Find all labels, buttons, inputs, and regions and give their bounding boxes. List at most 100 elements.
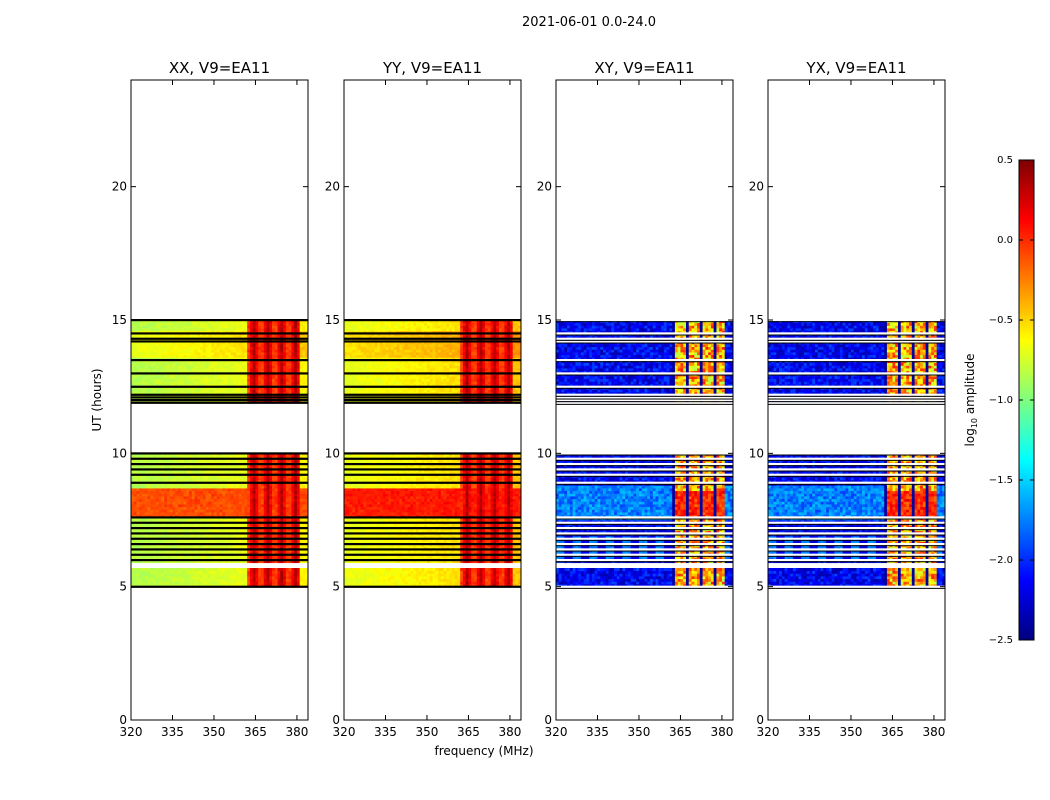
heat-cell [255, 557, 259, 561]
heat-cell [288, 506, 292, 510]
heat-cell [294, 496, 298, 500]
heat-cell [294, 378, 298, 382]
heat-cell [197, 525, 201, 529]
heat-cell [175, 546, 179, 550]
heat-cell [175, 549, 179, 553]
heat-cell [200, 381, 204, 385]
heat-cell [247, 322, 251, 326]
heat-cell [277, 570, 281, 574]
heat-cell [183, 477, 187, 481]
heat-cell [131, 584, 135, 588]
heat-cell [219, 525, 223, 529]
heat-cell [305, 488, 309, 492]
heat-cell [180, 354, 184, 358]
heat-cell [150, 362, 154, 366]
heat-cell [191, 514, 196, 518]
heat-cell [296, 541, 301, 545]
heat-cell [169, 509, 173, 513]
heat-cell [252, 328, 256, 332]
heat-cell [236, 584, 240, 588]
heat-cell [180, 560, 184, 564]
heat-cell [183, 378, 187, 382]
heat-cell [147, 368, 151, 372]
heat-cell [266, 584, 270, 588]
heat-cell [155, 557, 160, 561]
heat-cell [249, 501, 254, 505]
heat-cell [172, 552, 176, 556]
heat-cell [142, 354, 146, 358]
heat-cell [288, 581, 292, 585]
heat-cell [233, 514, 237, 518]
heat-cell [222, 581, 226, 585]
heat-cell [202, 512, 207, 516]
heat-cell [158, 376, 162, 380]
heat-cell [158, 365, 162, 369]
heat-cell [266, 520, 270, 524]
heat-cell [296, 490, 301, 494]
heat-cell [260, 557, 265, 561]
heat-cell [200, 376, 204, 380]
heat-cell [197, 584, 201, 588]
heat-cell [178, 533, 182, 537]
heat-cell [238, 578, 243, 582]
heat-cell [194, 325, 198, 329]
heat-cell [189, 498, 193, 502]
heat-cell [269, 504, 273, 508]
heat-cell [202, 522, 207, 526]
heat-cell [241, 528, 245, 532]
heat-cell [147, 581, 151, 585]
heat-cell [296, 570, 301, 574]
heat-cell [194, 346, 198, 350]
heat-cell [294, 517, 298, 521]
heat-cell [191, 376, 196, 380]
heat-cell [299, 509, 303, 513]
heat-cell [288, 501, 292, 505]
heat-cell [139, 525, 143, 529]
heat-cell [280, 349, 284, 353]
heat-cell [197, 578, 201, 582]
heat-cell [216, 328, 220, 332]
heat-cell [227, 381, 231, 385]
heat-cell [285, 554, 290, 558]
heat-cell [142, 520, 146, 524]
heat-cell [233, 576, 237, 580]
heat-cell [200, 520, 204, 524]
heat-cell [164, 506, 168, 510]
heat-cell [155, 346, 160, 350]
heat-cell [133, 504, 137, 508]
heat-cell [161, 322, 165, 326]
heat-cell [263, 346, 267, 350]
heat-cell [191, 352, 196, 356]
heat-cell [158, 504, 162, 508]
heat-cell [236, 517, 240, 521]
heat-cell [205, 549, 209, 553]
heat-cell [274, 576, 278, 580]
heat-cell [147, 477, 151, 481]
heat-cell [263, 533, 267, 537]
heat-cell [225, 533, 229, 537]
heat-cell [269, 482, 273, 486]
heat-cell [153, 365, 157, 369]
heat-cell [269, 325, 273, 329]
heat-cell [186, 581, 190, 585]
heat-cell [302, 493, 306, 497]
heat-cell [219, 365, 223, 369]
heat-cell [247, 488, 251, 492]
heat-cell [158, 490, 162, 494]
heat-cell [280, 354, 284, 358]
heat-cell [153, 549, 157, 553]
heat-cell [147, 362, 151, 366]
heat-cell [277, 522, 281, 526]
heat-cell [219, 496, 223, 500]
heat-cell [147, 568, 151, 572]
heat-cell [252, 573, 256, 577]
heat-cell [155, 584, 160, 588]
heat-cell [189, 520, 193, 524]
heat-cell [166, 346, 171, 350]
heat-cell [249, 485, 254, 489]
heat-cell [205, 576, 209, 580]
heat-cell [294, 477, 298, 481]
heat-cell [258, 578, 262, 582]
heat-cell [211, 581, 215, 585]
heat-cell [263, 554, 267, 558]
